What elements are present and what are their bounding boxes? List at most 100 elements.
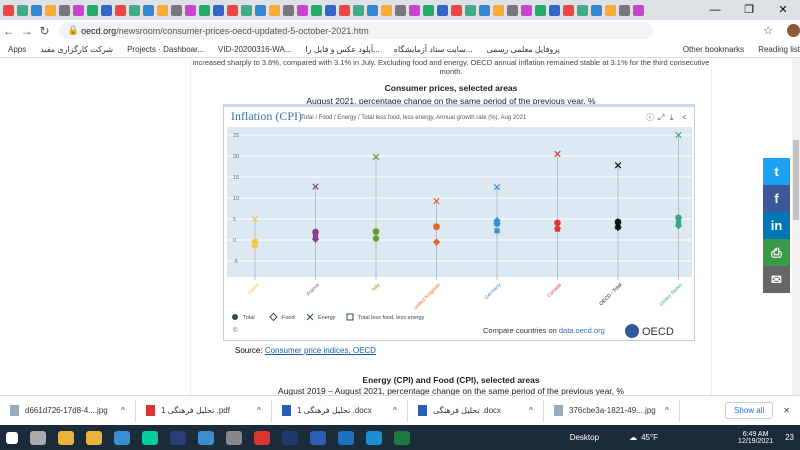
reload-icon[interactable]: ↻	[39, 23, 50, 38]
taskbar-app-icon[interactable]	[58, 430, 74, 445]
taskbar-app-icon[interactable]	[30, 430, 46, 445]
maximize-button[interactable]: ❐	[744, 4, 754, 16]
close-downloads-icon[interactable]: ✕	[783, 406, 790, 415]
tab[interactable]	[437, 4, 448, 16]
taskbar-app-icon[interactable]	[282, 430, 298, 445]
scrollbar[interactable]	[792, 58, 800, 395]
taskbar-app-icon[interactable]	[338, 430, 354, 445]
taskbar-app-icon[interactable]	[114, 430, 130, 445]
tab[interactable]	[619, 4, 630, 16]
tab[interactable]	[549, 4, 560, 16]
download-icon[interactable]: ⤓	[670, 113, 674, 122]
info-icon[interactable]: ⓘ	[646, 113, 654, 122]
bookmark-item[interactable]: شرکت کارگزاری مفید	[40, 44, 114, 54]
chevron-up-icon[interactable]: ^	[393, 406, 397, 415]
tab[interactable]	[255, 4, 266, 16]
windows-start-icon[interactable]	[6, 431, 18, 444]
tab[interactable]	[143, 4, 154, 16]
taskbar-app-icon[interactable]	[142, 430, 158, 445]
tab[interactable]	[31, 4, 42, 16]
download-item[interactable]: تحلیل فرهنگی 1 .docx ^	[272, 399, 408, 422]
tab[interactable]	[101, 4, 112, 16]
source-link[interactable]: Consumer price indices, OECD	[264, 346, 376, 355]
bookmark-item[interactable]: Apps	[8, 44, 27, 54]
notification-badge[interactable]: 23	[785, 433, 794, 442]
chevron-up-icon[interactable]: ^	[121, 406, 125, 415]
tab[interactable]	[633, 4, 644, 16]
bookmark-item[interactable]: پروفایل معلمی رسمی	[486, 44, 560, 54]
mail-button[interactable]: ✉	[763, 266, 790, 293]
tab[interactable]	[353, 4, 364, 16]
tab[interactable]	[185, 4, 196, 16]
taskbar-app-icon[interactable]	[366, 430, 382, 445]
tab[interactable]	[227, 4, 238, 16]
download-item[interactable]: 376cbe3a-1821-49....jpg ^	[544, 399, 680, 422]
tab[interactable]	[605, 4, 616, 16]
bookmark-item[interactable]: سایت ستاد آزمایشگاه...	[393, 44, 473, 54]
share-icon[interactable]: <	[682, 113, 687, 122]
back-icon[interactable]: ←	[2, 23, 15, 38]
chevron-up-icon[interactable]: ^	[257, 406, 261, 415]
download-item[interactable]: تحلیل فرهنگی .docx ^	[408, 399, 544, 422]
download-item[interactable]: d661d726-17d8-4....jpg ^	[0, 399, 136, 422]
tab[interactable]	[3, 4, 14, 16]
linkedin-share-button[interactable]: in	[763, 212, 790, 239]
tab[interactable]	[45, 4, 56, 16]
tab[interactable]	[535, 4, 546, 16]
tab[interactable]	[465, 4, 476, 16]
clock-time[interactable]: 6:49 AM	[742, 430, 769, 438]
taskbar-app-icon[interactable]	[254, 430, 270, 445]
tab[interactable]	[591, 4, 602, 16]
tab[interactable]	[311, 4, 322, 16]
tab[interactable]	[409, 4, 420, 16]
avatar[interactable]	[787, 24, 800, 37]
tab[interactable]	[577, 4, 588, 16]
print-button[interactable]: ⎙	[763, 239, 790, 266]
taskbar-app-icon[interactable]	[394, 430, 410, 445]
taskbar-app-icon[interactable]	[170, 430, 186, 445]
tab[interactable]	[213, 4, 224, 16]
tab[interactable]	[507, 4, 518, 16]
url-input[interactable]: 🔒 oecd.org/newsroom/consumer-prices-oecd…	[59, 22, 654, 39]
other-bookmarks[interactable]: Other bookmarks	[682, 44, 745, 54]
tab[interactable]	[521, 4, 532, 16]
forward-icon[interactable]: →	[20, 23, 33, 38]
tab[interactable]	[199, 4, 210, 16]
bookmark-item[interactable]: Projects · Dashboar...	[127, 44, 205, 54]
tab[interactable]	[563, 4, 574, 16]
reading-list[interactable]: Reading list	[758, 44, 800, 54]
fullscreen-icon[interactable]: ⤢	[657, 113, 664, 122]
tab[interactable]	[479, 4, 490, 16]
tab[interactable]	[157, 4, 168, 16]
tab[interactable]	[451, 4, 462, 16]
twitter-share-button[interactable]: t	[763, 158, 790, 185]
tab[interactable]	[325, 4, 336, 16]
tab[interactable]	[493, 4, 504, 16]
tab[interactable]	[269, 4, 280, 16]
tab[interactable]	[59, 4, 70, 16]
tab[interactable]	[17, 4, 28, 16]
tab[interactable]	[171, 4, 182, 16]
desktop-label[interactable]: Desktop	[569, 433, 600, 442]
taskbar-app-icon[interactable]	[198, 430, 214, 445]
taskbar-app-icon[interactable]	[310, 430, 326, 445]
tab[interactable]	[395, 4, 406, 16]
tab[interactable]	[283, 4, 294, 16]
clock-date[interactable]: 12/19/2021	[738, 437, 774, 445]
star-icon[interactable]: ☆	[763, 25, 774, 37]
tab[interactable]	[339, 4, 350, 16]
tab[interactable]	[129, 4, 140, 16]
tab[interactable]	[241, 4, 252, 16]
download-item[interactable]: تحلیل فرهنگی 1 .pdf ^	[136, 399, 272, 422]
chevron-up-icon[interactable]: ^	[529, 406, 533, 415]
bookmark-item[interactable]: آپلود عکس و فایل را...	[305, 44, 380, 54]
tab[interactable]	[381, 4, 392, 16]
taskbar-app-icon[interactable]	[86, 430, 102, 445]
chevron-up-icon[interactable]: ^	[665, 406, 669, 415]
tab[interactable]	[297, 4, 308, 16]
tab[interactable]	[367, 4, 378, 16]
bookmark-item[interactable]: VID-20200316-WA...	[218, 44, 292, 54]
data-oecd-link[interactable]: data.oecd.org	[559, 326, 605, 335]
taskbar-app-icon[interactable]	[226, 430, 242, 445]
minimize-button[interactable]: —	[709, 4, 721, 16]
